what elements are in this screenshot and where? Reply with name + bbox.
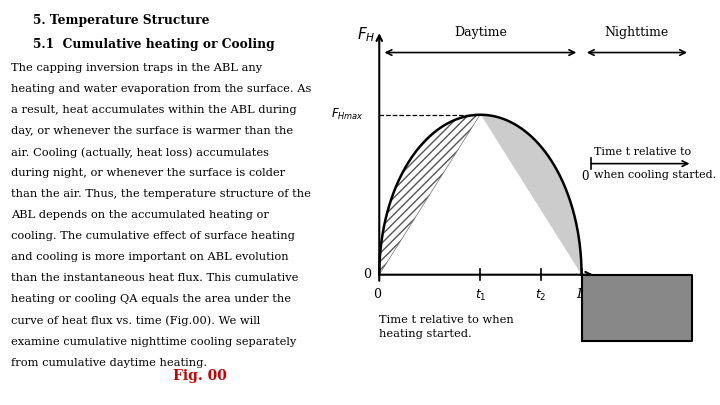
Text: than the air. Thus, the temperature structure of the: than the air. Thus, the temperature stru… [11, 189, 311, 199]
Text: Time t relative to when
heating started.: Time t relative to when heating started. [379, 315, 514, 339]
Text: 0: 0 [363, 268, 371, 281]
Text: $t_1$: $t_1$ [474, 288, 486, 303]
Text: day, or whenever the surface is warmer than the: day, or whenever the surface is warmer t… [11, 126, 293, 136]
Text: Daytime: Daytime [454, 26, 507, 39]
Text: 0: 0 [581, 170, 589, 183]
Text: heating or cooling QA equals the area under the: heating or cooling QA equals the area un… [11, 294, 291, 305]
Text: $F_H$: $F_H$ [357, 26, 375, 44]
Text: than the instantaneous heat flux. This cumulative: than the instantaneous heat flux. This c… [11, 273, 298, 283]
Text: heating and water evaporation from the surface. As: heating and water evaporation from the s… [11, 84, 311, 94]
Text: a result, heat accumulates within the ABL during: a result, heat accumulates within the AB… [11, 105, 297, 115]
Text: during night, or whenever the surface is colder: during night, or whenever the surface is… [11, 168, 285, 178]
Text: air. Cooling (actually, heat loss) accumulates: air. Cooling (actually, heat loss) accum… [11, 147, 269, 158]
Text: $t_2$: $t_2$ [535, 288, 546, 303]
Text: Nighttime: Nighttime [605, 26, 669, 39]
Polygon shape [379, 115, 480, 275]
Polygon shape [582, 275, 693, 341]
Text: Time t relative to: Time t relative to [593, 147, 690, 157]
Text: when cooling started.: when cooling started. [593, 170, 716, 180]
Text: The capping inversion traps in the ABL any: The capping inversion traps in the ABL a… [11, 63, 262, 73]
Text: 0: 0 [373, 288, 381, 301]
Text: Fig. 00: Fig. 00 [173, 369, 227, 383]
Polygon shape [480, 115, 582, 275]
Text: examine cumulative nighttime cooling separately: examine cumulative nighttime cooling sep… [11, 337, 296, 347]
Text: D: D [576, 288, 587, 301]
Text: cooling. The cumulative effect of surface heating: cooling. The cumulative effect of surfac… [11, 231, 294, 241]
Text: and cooling is more important on ABL evolution: and cooling is more important on ABL evo… [11, 252, 289, 262]
Text: curve of heat flux vs. time (Fig.00). We will: curve of heat flux vs. time (Fig.00). We… [11, 315, 260, 326]
Text: ABL depends on the accumulated heating or: ABL depends on the accumulated heating o… [11, 210, 269, 220]
Text: 5. Temperature Structure: 5. Temperature Structure [32, 14, 210, 27]
Text: 5.1  Cumulative heating or Cooling: 5.1 Cumulative heating or Cooling [32, 38, 274, 51]
Text: $F_{Hmax}$: $F_{Hmax}$ [330, 107, 364, 122]
Text: from cumulative daytime heating.: from cumulative daytime heating. [11, 358, 207, 368]
